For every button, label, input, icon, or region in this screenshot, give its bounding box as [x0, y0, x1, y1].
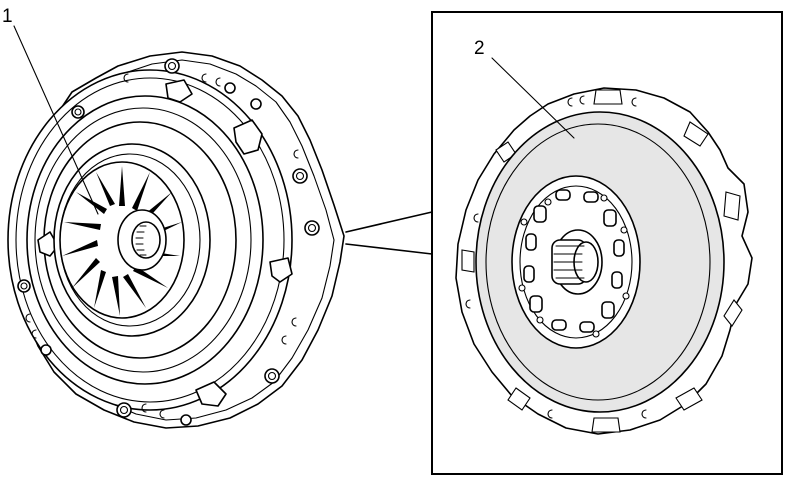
- clutch-disc: [455, 87, 753, 435]
- callout-1-label: 1: [2, 6, 13, 27]
- spline-hub-teeth: [553, 245, 585, 279]
- inset-connector: [345, 211, 433, 255]
- hub-splines: [135, 225, 147, 256]
- drive-straps: [37, 79, 293, 407]
- cover-ring-1: [15, 77, 285, 403]
- callout-1-leader: [13, 25, 99, 215]
- flange-slots: [25, 73, 299, 419]
- hub-bore: [131, 221, 161, 259]
- hub-flange-ring: [519, 185, 633, 339]
- hub-rivets: [518, 194, 630, 338]
- pressure-plate: [7, 51, 345, 429]
- cover-ring-3: [34, 107, 252, 373]
- callout-2-leader: [491, 57, 575, 139]
- facing-ring: [485, 123, 711, 401]
- cover-ring-2: [26, 95, 264, 385]
- flange-rivets: [17, 58, 320, 426]
- damper-windows: [523, 189, 625, 333]
- callout-2-label: 2: [474, 38, 485, 59]
